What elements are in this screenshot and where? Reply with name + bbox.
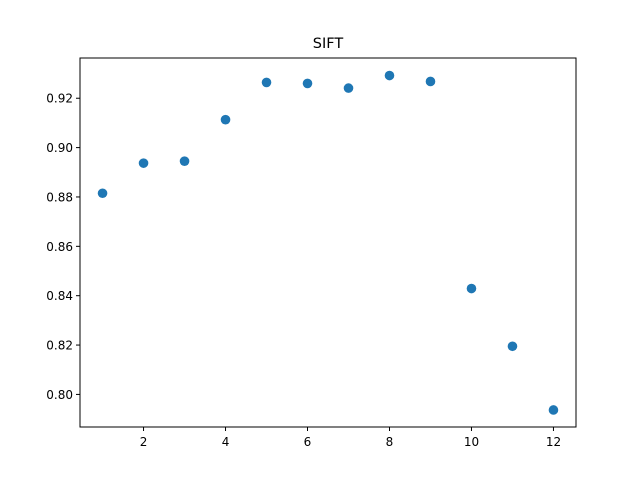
scatter-point <box>507 341 518 352</box>
y-tick-label: 0.88 <box>46 190 73 204</box>
x-tick-label: 10 <box>464 435 479 449</box>
y-tick-label: 0.84 <box>46 289 73 303</box>
x-tick-label: 8 <box>386 435 394 449</box>
scatter-point <box>97 188 108 199</box>
scatter-point <box>261 77 272 88</box>
x-tick-label: 4 <box>222 435 230 449</box>
scatter-point <box>138 158 149 168</box>
y-tick-label: 0.92 <box>46 92 73 106</box>
chart-title: SIFT <box>313 36 344 52</box>
scatter-point <box>179 156 190 166</box>
x-tick-label: 12 <box>546 435 561 449</box>
x-tick-label: 2 <box>140 435 148 449</box>
data-points <box>97 70 559 415</box>
scatter-point <box>384 70 395 81</box>
y-tick-label: 0.90 <box>46 141 73 155</box>
plot-frame <box>79 57 577 428</box>
scatter-point <box>548 405 559 415</box>
y-tick-label: 0.86 <box>46 240 73 254</box>
scatter-point <box>220 114 231 125</box>
scatter-point <box>425 76 436 87</box>
scatter-point <box>343 83 354 93</box>
y-tick-label: 0.80 <box>46 388 73 402</box>
y-tick-label: 0.82 <box>46 339 73 353</box>
scatter-point <box>466 283 477 294</box>
scatter-point <box>302 78 313 89</box>
x-tick-label: 6 <box>304 435 312 449</box>
axis-ticks: 2 4 6 8 10 12 0.80 0.82 0.84 0.86 0.88 0.90 0.92 <box>46 92 561 449</box>
